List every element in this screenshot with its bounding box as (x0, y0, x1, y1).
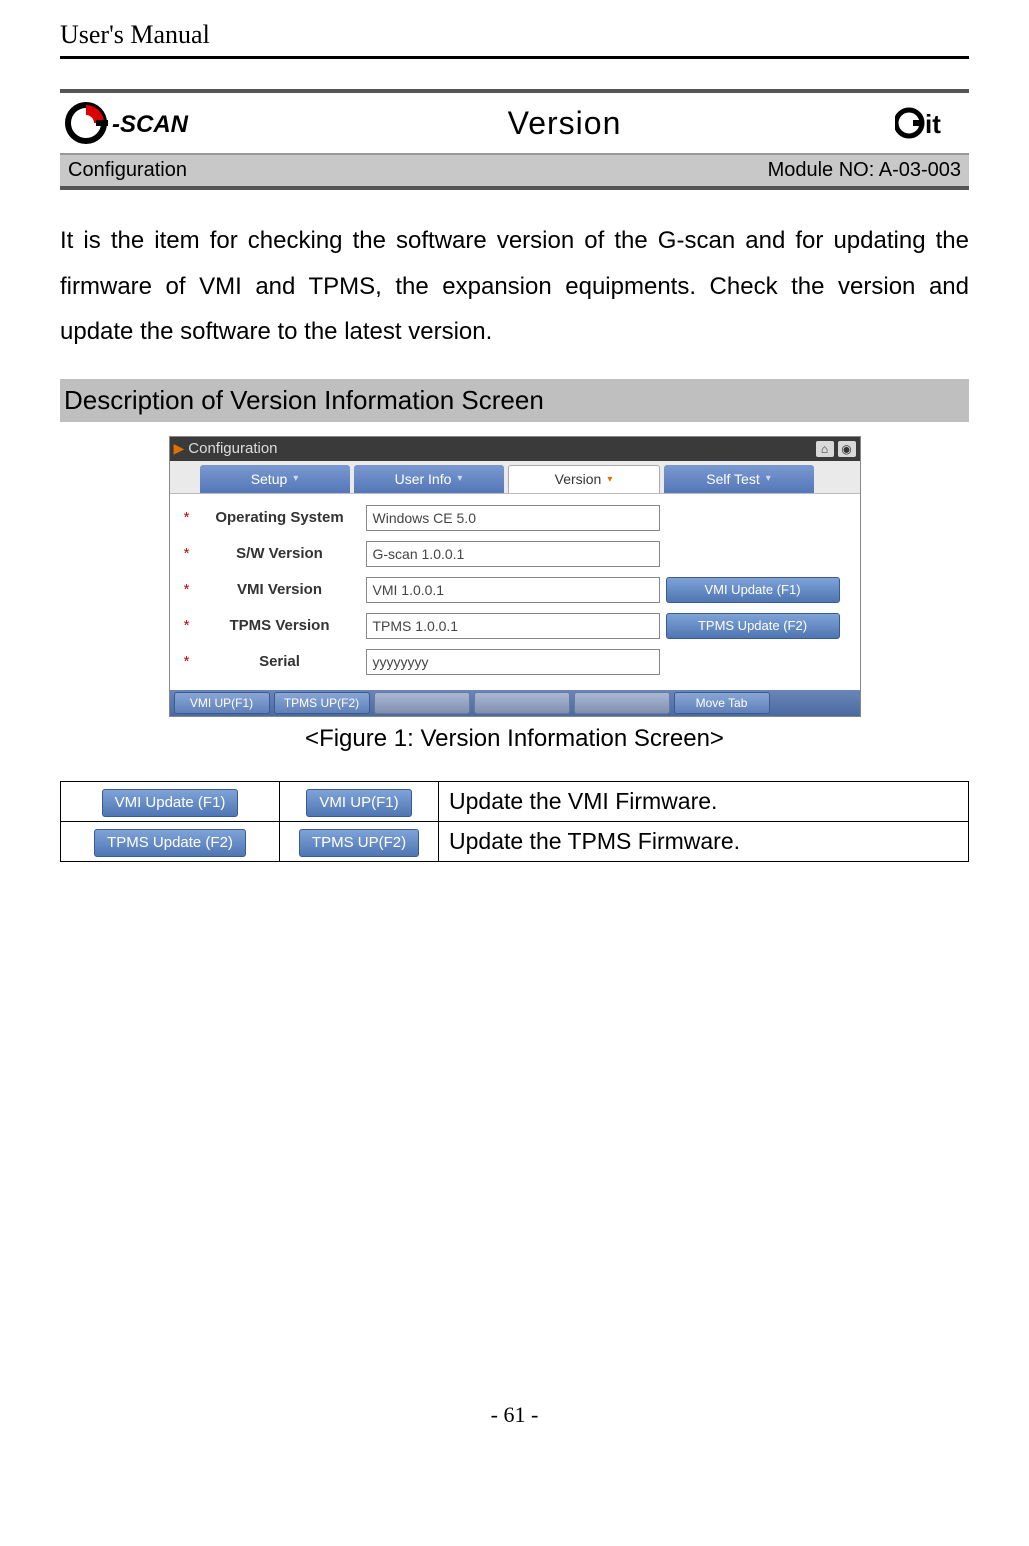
label-serial: Serial (200, 653, 360, 670)
label-vmi: VMI Version (200, 581, 360, 598)
camera-icon[interactable]: ◉ (838, 441, 856, 457)
vmi-update-pill: VMI Update (F1) (102, 789, 239, 817)
module-number: Module NO: A-03-003 (768, 159, 961, 182)
bottom-blank-button (574, 692, 670, 714)
breadcrumb: Configuration (68, 159, 187, 182)
value-sw: G-scan 1.0.0.1 (366, 541, 660, 567)
tpms-update-pill: TPMS Update (F2) (94, 829, 246, 857)
screenshot-title: Configuration (188, 440, 815, 457)
tab-version[interactable]: Version▾ (508, 465, 660, 493)
tab-setup[interactable]: Setup▾ (200, 465, 350, 493)
screenshot-bottom-bar: VMI UP(F1) TPMS UP(F2) Move Tab (170, 690, 860, 716)
cell-btn1: TPMS Update (F2) (61, 821, 280, 861)
page-title: Version (234, 105, 895, 142)
cell-btn2: TPMS UP(F2) (280, 821, 439, 861)
row-vmi: * VMI Version VMI 1.0.0.1 VMI Update (F1… (180, 572, 850, 608)
svg-text:-SCAN: -SCAN (112, 111, 189, 138)
asterisk-icon: * (180, 509, 194, 526)
cell-btn2: VMI UP(F1) (280, 781, 439, 821)
row-serial: * Serial yyyyyyyy (180, 644, 850, 680)
value-os: Windows CE 5.0 (366, 505, 660, 531)
title-bar: -SCAN Version it (60, 93, 969, 155)
screenshot-titlebar: ▶ Configuration ⌂ ◉ (170, 437, 860, 461)
asterisk-icon: * (180, 545, 194, 562)
bottom-blank-button (374, 692, 470, 714)
gscan-logo-icon: -SCAN (64, 100, 234, 146)
section-header: Description of Version Information Scree… (60, 379, 969, 422)
vmi-up-pill: VMI UP(F1) (306, 789, 411, 817)
value-tpms: TPMS 1.0.0.1 (366, 613, 660, 639)
version-screenshot: ▶ Configuration ⌂ ◉ Setup▾ User Info▾ Ve… (169, 436, 861, 717)
figure-caption: <Figure 1: Version Information Screen> (60, 725, 969, 753)
tab-bar: Setup▾ User Info▾ Version▾ Self Test▾ (170, 461, 860, 494)
asterisk-icon: * (180, 617, 194, 634)
bottom-blank-button (474, 692, 570, 714)
bottom-vmi-up-button[interactable]: VMI UP(F1) (174, 692, 270, 714)
home-icon[interactable]: ⌂ (816, 441, 834, 457)
intro-paragraph: It is the item for checking the software… (60, 218, 969, 355)
cell-desc: Update the TPMS Firmware. (439, 821, 969, 861)
tpms-update-button[interactable]: TPMS Update (F2) (666, 613, 840, 639)
tab-userinfo[interactable]: User Info▾ (354, 465, 504, 493)
bottom-move-tab-button[interactable]: Move Tab (674, 692, 770, 714)
row-tpms: * TPMS Version TPMS 1.0.0.1 TPMS Update … (180, 608, 850, 644)
row-sw: * S/W Version G-scan 1.0.0.1 (180, 536, 850, 572)
cell-desc: Update the VMI Firmware. (439, 781, 969, 821)
label-sw: S/W Version (200, 545, 360, 562)
manual-title: User's Manual (60, 20, 969, 59)
value-vmi: VMI 1.0.0.1 (366, 577, 660, 603)
vmi-update-button[interactable]: VMI Update (F1) (666, 577, 840, 603)
table-row: TPMS Update (F2) TPMS UP(F2) Update the … (61, 821, 969, 861)
label-os: Operating System (200, 509, 360, 526)
arrow-icon: ▶ (174, 440, 185, 457)
value-serial: yyyyyyyy (366, 649, 660, 675)
svg-text:it: it (925, 109, 941, 139)
label-tpms: TPMS Version (200, 617, 360, 634)
title-bar-outer: -SCAN Version it Configuration Module NO… (60, 89, 969, 190)
titlebar-icons: ⌂ ◉ (816, 441, 856, 457)
page-number: - 61 - (60, 1402, 969, 1428)
asterisk-icon: * (180, 653, 194, 670)
description-table: VMI Update (F1) VMI UP(F1) Update the VM… (60, 781, 969, 862)
cell-btn1: VMI Update (F1) (61, 781, 280, 821)
table-row: VMI Update (F1) VMI UP(F1) Update the VM… (61, 781, 969, 821)
screenshot-container: ▶ Configuration ⌂ ◉ Setup▾ User Info▾ Ve… (60, 436, 969, 717)
bottom-tpms-up-button[interactable]: TPMS UP(F2) (274, 692, 370, 714)
row-os: * Operating System Windows CE 5.0 (180, 500, 850, 536)
sub-bar: Configuration Module NO: A-03-003 (60, 155, 969, 186)
asterisk-icon: * (180, 581, 194, 598)
tab-selftest[interactable]: Self Test▾ (664, 465, 814, 493)
git-logo-icon: it (895, 103, 965, 143)
screenshot-body: * Operating System Windows CE 5.0 * S/W … (170, 494, 860, 690)
tpms-up-pill: TPMS UP(F2) (299, 829, 419, 857)
